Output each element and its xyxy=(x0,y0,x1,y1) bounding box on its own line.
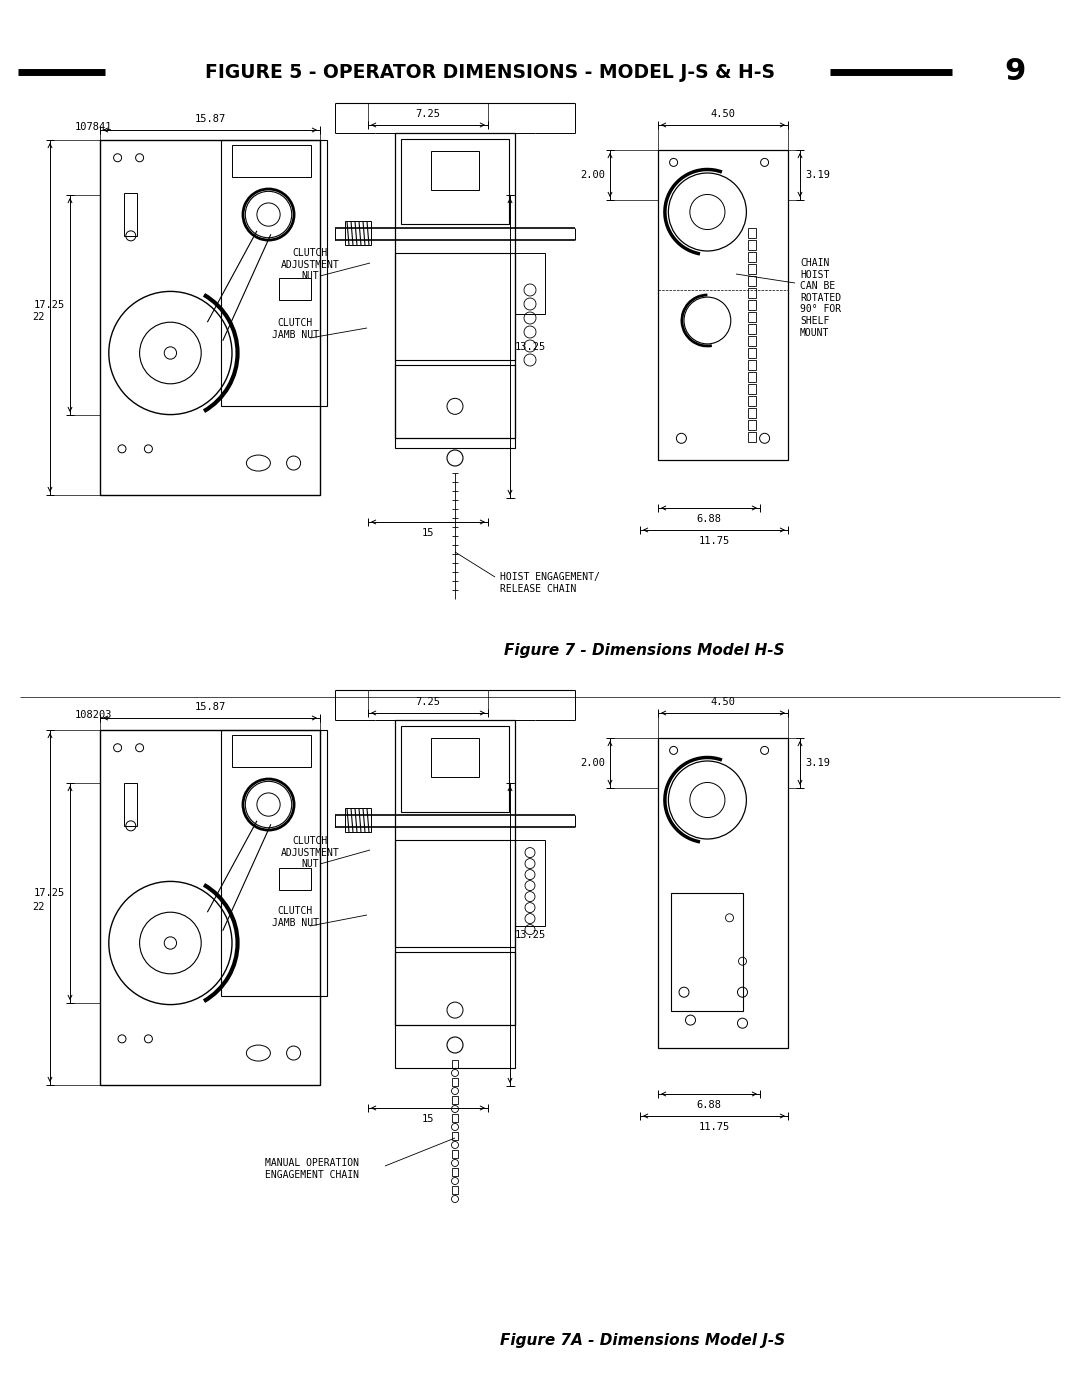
Text: CLUTCH
ADJUSTMENT
NUT: CLUTCH ADJUSTMENT NUT xyxy=(281,249,339,281)
Bar xyxy=(453,1113,458,1122)
Bar xyxy=(747,324,756,334)
Bar xyxy=(747,275,756,285)
Bar xyxy=(515,841,545,926)
Text: 4.50: 4.50 xyxy=(711,109,735,119)
Text: CLUTCH
ADJUSTMENT
NUT: CLUTCH ADJUSTMENT NUT xyxy=(281,835,339,869)
Bar xyxy=(231,145,311,177)
Bar xyxy=(395,953,515,1069)
Text: CLUTCH
JAMB NUT: CLUTCH JAMB NUT xyxy=(271,907,319,928)
Bar xyxy=(100,140,320,495)
Bar xyxy=(453,1097,458,1104)
Bar xyxy=(124,784,137,826)
Text: 3.19: 3.19 xyxy=(805,170,831,180)
Text: 7.25: 7.25 xyxy=(416,697,441,707)
Bar xyxy=(747,372,756,381)
Bar xyxy=(747,264,756,274)
Text: 107841: 107841 xyxy=(75,122,112,131)
Bar xyxy=(395,719,515,1025)
Text: CHAIN
HOIST
CAN BE
ROTATED
90° FOR
SHELF
MOUNT: CHAIN HOIST CAN BE ROTATED 90° FOR SHELF… xyxy=(800,258,841,338)
Bar xyxy=(124,193,137,236)
Bar xyxy=(747,312,756,321)
Bar xyxy=(431,738,480,777)
Bar xyxy=(515,253,545,314)
Bar xyxy=(395,365,515,447)
Text: 6.88: 6.88 xyxy=(697,514,721,524)
Bar xyxy=(100,731,320,1085)
Bar xyxy=(671,893,743,1011)
Bar xyxy=(747,419,756,429)
Text: 7.25: 7.25 xyxy=(416,109,441,119)
Text: 13.25: 13.25 xyxy=(515,929,546,940)
Bar xyxy=(747,359,756,369)
Text: Figure 7A - Dimensions Model J-S: Figure 7A - Dimensions Model J-S xyxy=(500,1333,785,1348)
Text: CLUTCH
JAMB NUT: CLUTCH JAMB NUT xyxy=(271,319,319,339)
Bar xyxy=(658,738,788,1048)
Bar xyxy=(395,133,515,439)
Bar xyxy=(221,140,326,407)
Text: 13.25: 13.25 xyxy=(515,341,546,352)
Bar xyxy=(453,1168,458,1176)
Bar xyxy=(401,140,509,225)
Text: 2.00: 2.00 xyxy=(580,170,605,180)
Text: 108203: 108203 xyxy=(75,710,112,719)
Bar xyxy=(453,1132,458,1140)
Text: 15.87: 15.87 xyxy=(194,115,226,124)
Bar xyxy=(747,395,756,405)
Text: 15.87: 15.87 xyxy=(194,703,226,712)
Bar xyxy=(279,278,311,300)
Text: 17.25: 17.25 xyxy=(33,300,65,310)
Text: 15: 15 xyxy=(422,528,434,538)
Bar xyxy=(453,1150,458,1158)
Bar xyxy=(747,348,756,358)
Bar xyxy=(431,151,480,190)
Text: 11.75: 11.75 xyxy=(699,536,730,546)
Bar xyxy=(747,335,756,345)
Bar xyxy=(345,221,372,246)
Bar xyxy=(747,288,756,298)
Bar xyxy=(747,239,756,250)
Text: 22: 22 xyxy=(32,902,45,912)
Bar xyxy=(453,1078,458,1085)
Bar xyxy=(395,841,515,947)
Bar xyxy=(747,251,756,261)
Text: MANUAL OPERATION
ENGAGEMENT CHAIN: MANUAL OPERATION ENGAGEMENT CHAIN xyxy=(265,1158,359,1179)
Text: Figure 7 - Dimensions Model H-S: Figure 7 - Dimensions Model H-S xyxy=(504,644,785,658)
Bar xyxy=(395,253,515,360)
Text: 11.75: 11.75 xyxy=(699,1122,730,1132)
Bar xyxy=(747,432,756,441)
Bar xyxy=(231,735,311,767)
Text: 9: 9 xyxy=(1004,57,1026,87)
Bar xyxy=(453,1060,458,1067)
Bar xyxy=(658,149,788,460)
Text: HOIST ENGAGEMENT/
RELEASE CHAIN: HOIST ENGAGEMENT/ RELEASE CHAIN xyxy=(500,571,599,594)
Bar xyxy=(453,1186,458,1194)
Bar xyxy=(747,408,756,418)
Bar xyxy=(345,809,372,833)
Bar xyxy=(279,869,311,890)
Text: FIGURE 5 - OPERATOR DIMENSIONS - MODEL J-S & H-S: FIGURE 5 - OPERATOR DIMENSIONS - MODEL J… xyxy=(205,63,775,81)
Bar xyxy=(221,731,326,996)
Text: 3.19: 3.19 xyxy=(805,759,831,768)
Bar xyxy=(747,384,756,394)
Text: 2.00: 2.00 xyxy=(580,759,605,768)
Bar xyxy=(401,726,509,812)
Text: 15: 15 xyxy=(422,1113,434,1125)
Text: 6.88: 6.88 xyxy=(697,1099,721,1111)
Text: 17.25: 17.25 xyxy=(33,888,65,898)
Bar xyxy=(747,228,756,237)
Text: 22: 22 xyxy=(32,313,45,323)
Text: 4.50: 4.50 xyxy=(711,697,735,707)
Bar xyxy=(747,299,756,310)
